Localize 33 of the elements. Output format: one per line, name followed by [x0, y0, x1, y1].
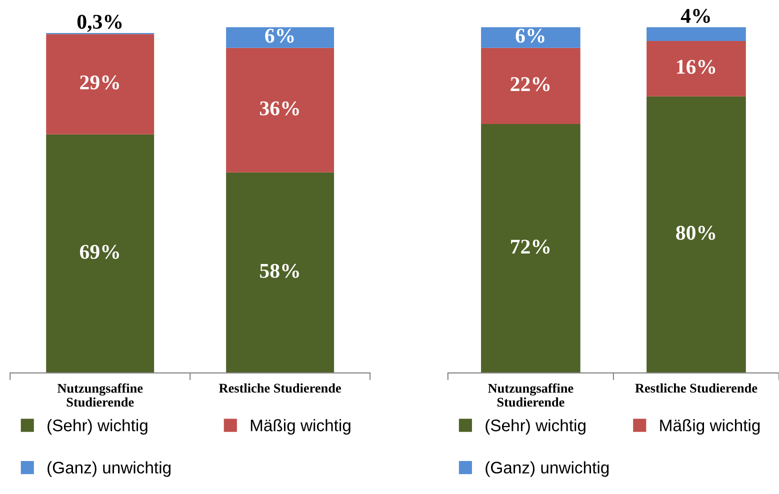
- bar: [226, 27, 334, 48]
- bar: [226, 48, 334, 172]
- data-label: 0,3%: [77, 14, 122, 32]
- data-label: 6%: [516, 28, 544, 43]
- bar: [646, 41, 746, 96]
- data-label: 22%: [510, 77, 550, 92]
- bar: [481, 48, 580, 124]
- data-label: 80%: [676, 226, 716, 240]
- data-label: 6%: [265, 28, 294, 43]
- legend-label: Mäßig wichtig: [660, 419, 760, 435]
- data-label: 69%: [80, 244, 119, 259]
- bar: [226, 172, 334, 373]
- data-label: 4%: [680, 8, 710, 24]
- data-label: 29%: [80, 75, 119, 90]
- legend-label: (Sehr) wichtig: [48, 419, 148, 435]
- bar: [46, 34, 154, 134]
- data-label: 16%: [677, 60, 716, 74]
- legend-label: (Ganz) unwichtig: [48, 461, 171, 477]
- bar: [481, 124, 580, 373]
- bar: [646, 96, 746, 373]
- data-label: 36%: [260, 101, 299, 116]
- bar: [481, 27, 580, 48]
- data-label: 72%: [511, 240, 550, 254]
- legend-label: Mäßig wichtig: [250, 419, 350, 435]
- x-tick-label: Restliche Studierende: [635, 383, 758, 393]
- bar: [46, 134, 154, 373]
- x-tick-label: Restliche Studierende: [219, 383, 341, 393]
- x-tick-label: Nutzungsaffine Studierende: [488, 383, 574, 407]
- bar: [646, 27, 746, 41]
- legend-label: (Ganz) unwichtig: [486, 461, 609, 477]
- legend-label: (Sehr) wichtig: [486, 419, 586, 435]
- data-label: 58%: [260, 264, 299, 278]
- x-tick-label: Nutzungsaffine Studierende: [57, 383, 143, 407]
